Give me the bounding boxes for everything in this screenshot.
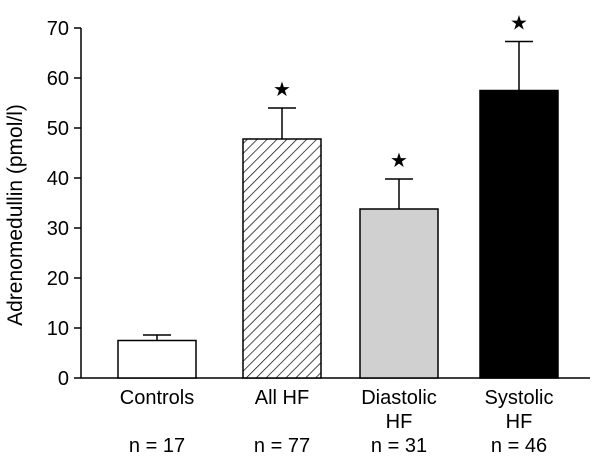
- category-label: Systolic: [485, 387, 554, 409]
- category-label: All HF: [255, 387, 309, 409]
- category-label: Diastolic: [361, 387, 437, 409]
- significance-star: ★: [510, 13, 528, 35]
- bar: [479, 89, 559, 379]
- n-label: n = 77: [254, 435, 310, 457]
- y-tick-label: 0: [58, 368, 69, 390]
- category-label: HF: [386, 411, 413, 433]
- n-label: n = 17: [129, 435, 185, 457]
- bar: [242, 138, 322, 379]
- significance-star: ★: [273, 79, 291, 101]
- y-tick-label: 50: [47, 118, 69, 140]
- significance-star: ★: [390, 150, 408, 172]
- n-label: n = 46: [491, 435, 547, 457]
- y-tick-label: 60: [47, 68, 69, 90]
- y-tick-label: 20: [47, 268, 69, 290]
- y-tick-label: 40: [47, 168, 69, 190]
- bars: ★ ★ ★: [117, 13, 559, 379]
- y-axis-label: Adrenomedullin (pmol/l): [4, 104, 27, 326]
- y-tick-label: 70: [47, 18, 69, 40]
- category-label: HF: [506, 411, 533, 433]
- bar: [117, 339, 197, 379]
- category-label: Controls: [120, 387, 194, 409]
- y-tick-label: 10: [47, 318, 69, 340]
- bar: [359, 208, 439, 379]
- n-label: n = 31: [371, 435, 427, 457]
- y-tick-label: 30: [47, 218, 69, 240]
